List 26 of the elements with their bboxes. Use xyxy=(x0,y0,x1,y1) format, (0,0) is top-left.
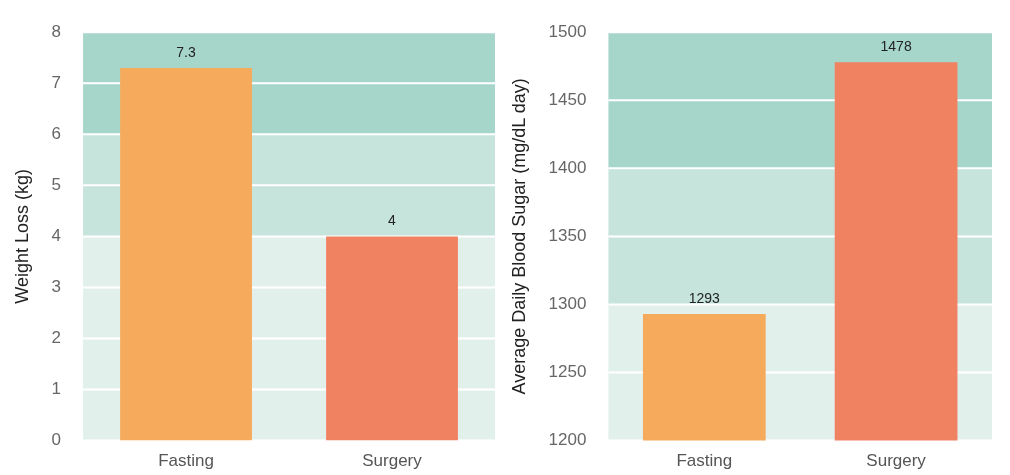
y-tick-label: 3 xyxy=(51,277,62,297)
x-tick-label: Fasting xyxy=(676,451,733,471)
y-tick-label: 1450 xyxy=(548,89,587,109)
y-tick-label: 5 xyxy=(51,175,62,195)
y-tick-label: 1 xyxy=(51,379,62,399)
y-axis-title: Weight Loss (kg) xyxy=(11,169,32,304)
y-tick-label: 1300 xyxy=(548,294,587,314)
data-label: 7.3 xyxy=(176,43,196,60)
y-tick-label: 0 xyxy=(51,430,62,450)
x-tick-label: Fasting xyxy=(158,451,214,471)
y-tick-label: 6 xyxy=(51,123,62,143)
y-tick-label: 8 xyxy=(51,21,62,41)
y-tick-label: 4 xyxy=(51,226,62,246)
y-tick-label: 1400 xyxy=(548,158,587,178)
x-tick-label: Surgery xyxy=(362,451,423,471)
x-tick-label: Surgery xyxy=(866,451,927,471)
y-tick-label: 1200 xyxy=(548,430,587,450)
y-tick-label: 1500 xyxy=(548,21,587,41)
y-tick-label: 2 xyxy=(51,328,62,348)
y-tick-label: 1250 xyxy=(548,362,587,382)
data-label: 1293 xyxy=(688,289,721,306)
data-label: 4 xyxy=(388,212,397,229)
y-tick-label: 1350 xyxy=(548,226,587,246)
y-axis-title: Average Daily Blood Sugar (mg/dL day) xyxy=(508,78,529,395)
y-tick-label: 7 xyxy=(51,72,62,92)
data-label: 1478 xyxy=(880,38,912,55)
